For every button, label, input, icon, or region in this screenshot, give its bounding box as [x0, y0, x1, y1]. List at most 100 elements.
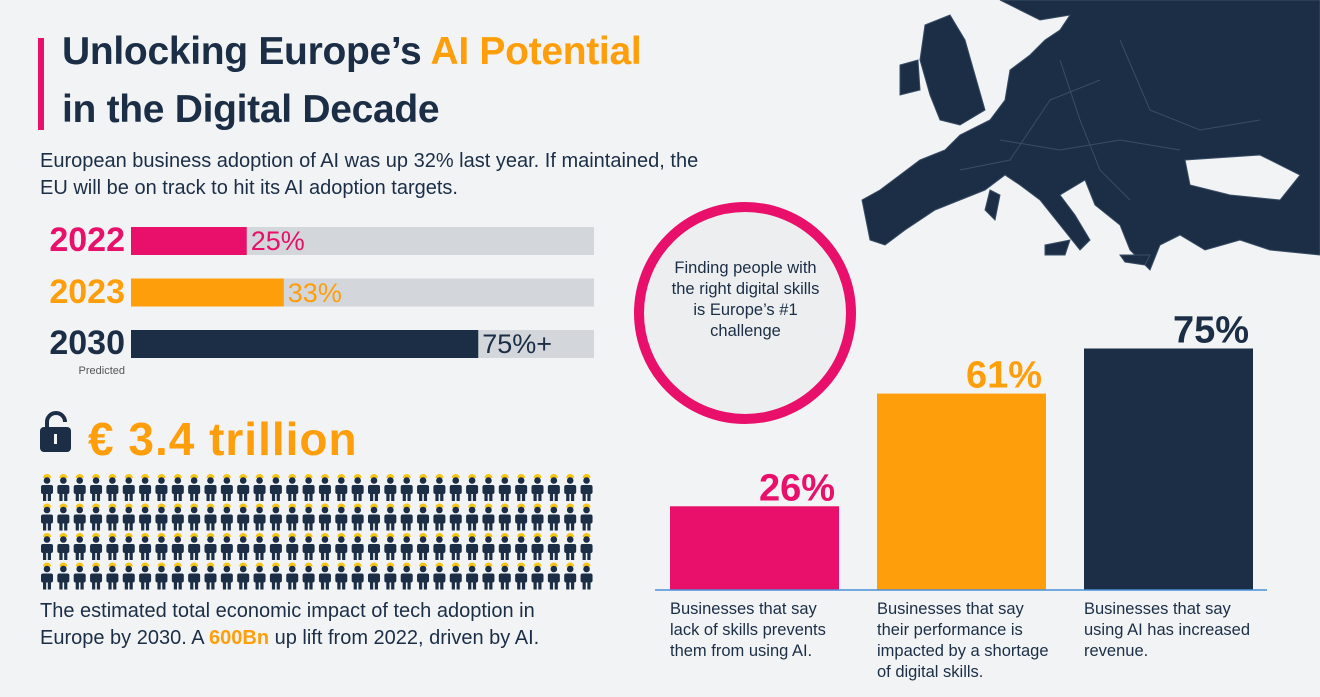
- person-icon: [449, 562, 462, 590]
- person-icon: [237, 503, 250, 531]
- person-icon: [73, 533, 86, 560]
- person-icon: [188, 562, 201, 590]
- person-icon: [41, 562, 53, 590]
- person-icon: [335, 533, 348, 560]
- person-icon: [531, 503, 544, 531]
- person-icon: [171, 533, 184, 560]
- person-icon: [139, 474, 152, 501]
- person-icon: [41, 503, 53, 531]
- person-icon: [351, 503, 364, 531]
- person-icon: [286, 562, 299, 590]
- person-icon: [400, 503, 413, 531]
- person-icon: [73, 474, 86, 501]
- value-label: 25%: [250, 226, 305, 256]
- person-icon: [466, 533, 479, 560]
- person-icon: [269, 503, 282, 531]
- person-icon: [106, 474, 119, 501]
- person-icon: [531, 533, 544, 560]
- category-label: Businesses that say using AI has increas…: [1084, 600, 1251, 660]
- person-icon: [482, 562, 495, 590]
- value-label: 26%: [759, 467, 835, 509]
- person-icon: [122, 474, 135, 501]
- title-line-2: in the Digital Decade: [62, 88, 440, 131]
- person-icon: [122, 503, 135, 531]
- bar: [131, 278, 284, 307]
- bar: [131, 227, 247, 255]
- person-icon: [433, 474, 446, 501]
- caption-text: up lift from 2022, driven by AI.: [269, 627, 540, 649]
- value-label: 75%+: [482, 329, 553, 359]
- person-icon: [351, 562, 364, 590]
- person-icon: [269, 474, 282, 501]
- person-icon: [73, 503, 86, 531]
- person-icon: [204, 562, 217, 590]
- callout-circle: [634, 202, 856, 424]
- person-icon: [237, 562, 250, 590]
- person-icon: [466, 562, 479, 590]
- bar: [1084, 348, 1253, 590]
- person-icon: [220, 503, 233, 531]
- person-icon: [433, 533, 446, 560]
- person-icon: [335, 562, 348, 590]
- title-part: Unlocking Europe’s: [62, 30, 431, 73]
- person-icon: [253, 562, 266, 590]
- person-icon: [286, 474, 299, 501]
- person-icon: [171, 562, 184, 590]
- person-icon: [564, 533, 577, 560]
- person-icon: [547, 533, 560, 560]
- person-icon: [286, 533, 299, 560]
- person-icon: [155, 474, 168, 501]
- person-icon: [368, 562, 380, 590]
- person-icon: [498, 533, 511, 560]
- person-icon: [122, 533, 135, 560]
- person-icon: [580, 533, 593, 560]
- person-icon: [498, 503, 511, 531]
- person-icon: [449, 533, 462, 560]
- bar: [131, 330, 479, 358]
- person-icon: [57, 562, 70, 590]
- person-icon: [449, 474, 462, 501]
- person-icon: [466, 503, 479, 531]
- person-icon: [384, 562, 397, 590]
- person-icon: [368, 533, 380, 560]
- person-icon: [433, 503, 446, 531]
- person-icon: [106, 503, 119, 531]
- title-accent: [38, 38, 44, 130]
- person-icon: [302, 474, 315, 501]
- value-label: 61%: [966, 355, 1042, 397]
- person-icon: [417, 474, 430, 501]
- person-icon: [580, 562, 593, 590]
- person-icon: [515, 533, 528, 560]
- person-icon: [90, 503, 103, 531]
- person-icon: [400, 474, 413, 501]
- person-icon: [171, 474, 184, 501]
- person-icon: [90, 562, 103, 590]
- person-icon: [564, 562, 577, 590]
- person-icon: [155, 562, 168, 590]
- person-icon: [302, 562, 315, 590]
- person-icon: [57, 503, 70, 531]
- person-icon: [351, 533, 364, 560]
- person-icon: [531, 562, 544, 590]
- person-icon: [318, 533, 331, 560]
- bar: [670, 506, 839, 590]
- value-label: 33%: [287, 277, 342, 308]
- caption-highlight: 600Bn: [209, 627, 270, 649]
- bar: [877, 393, 1046, 590]
- person-icon: [286, 503, 299, 531]
- person-icon: [188, 474, 201, 501]
- person-icon: [335, 474, 348, 501]
- person-icon: [155, 503, 168, 531]
- person-icon: [220, 562, 233, 590]
- person-icon: [204, 533, 217, 560]
- person-icon: [90, 533, 103, 560]
- lock-icon: [40, 411, 71, 452]
- person-icon: [417, 503, 430, 531]
- person-icon: [482, 533, 495, 560]
- person-icon: [482, 503, 495, 531]
- person-icon: [237, 474, 250, 501]
- person-icon: [204, 474, 217, 501]
- person-icon: [106, 533, 119, 560]
- person-icon: [302, 533, 315, 560]
- person-icon: [498, 562, 511, 590]
